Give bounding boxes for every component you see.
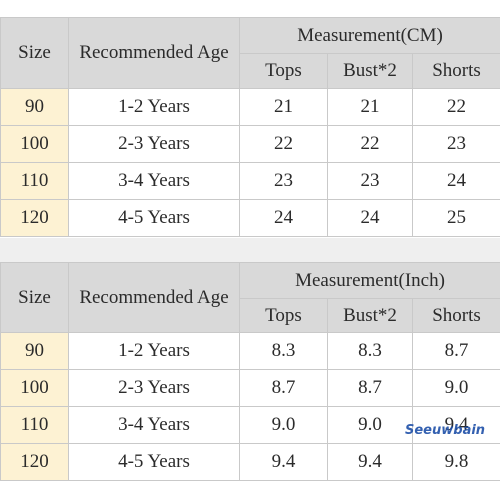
tops-cell: 21 [239, 88, 328, 126]
table-row: 90 1-2 Years 21 21 22 [0, 88, 500, 126]
table-row: 120 4-5 Years 9.4 9.4 9.8 [0, 443, 500, 481]
table-separator [0, 238, 500, 262]
age-cell: 1-2 Years [68, 332, 240, 370]
age-cell: 3-4 Years [68, 162, 240, 200]
header-size: Size [0, 262, 69, 333]
header-tops: Tops [239, 298, 328, 333]
bust-cell: 9.0 [327, 406, 413, 444]
shorts-cell: 9.8 [411, 443, 500, 481]
tops-cell: 9.4 [239, 443, 328, 481]
size-cell: 100 [0, 125, 69, 163]
table-row: 100 2-3 Years 8.7 8.7 9.0 [0, 369, 500, 407]
shorts-cell: 9.4 [411, 406, 500, 444]
tops-cell: 24 [239, 199, 328, 237]
shorts-cell: 24 [411, 162, 500, 200]
age-cell: 4-5 Years [68, 443, 240, 481]
age-cell: 2-3 Years [68, 369, 240, 407]
header-tops: Tops [239, 53, 328, 89]
shorts-cell: 25 [411, 199, 500, 237]
tops-cell: 22 [239, 125, 328, 163]
bust-cell: 9.4 [327, 443, 413, 481]
bust-cell: 24 [327, 199, 413, 237]
size-cell: 110 [0, 406, 69, 444]
table-row: 90 1-2 Years 8.3 8.3 8.7 [0, 332, 500, 370]
shorts-cell: 9.0 [411, 369, 500, 407]
bust-cell: 8.7 [327, 369, 413, 407]
size-cell: 100 [0, 369, 69, 407]
header-measurement: Measurement(Inch) [238, 262, 500, 299]
header-bust: Bust*2 [327, 53, 413, 89]
table-row: 100 2-3 Years 22 22 23 [0, 125, 500, 163]
size-table-inch: Size Recommended Age Measurement(Inch) T… [0, 262, 500, 481]
shorts-cell: 8.7 [411, 332, 500, 370]
age-cell: 1-2 Years [68, 88, 240, 126]
size-cell: 120 [0, 443, 69, 481]
age-cell: 3-4 Years [68, 406, 240, 444]
header-measurement: Measurement(CM) [238, 17, 500, 54]
size-cell: 110 [0, 162, 69, 200]
table-row: 110 3-4 Years 9.0 9.0 9.4 [0, 406, 500, 444]
tops-cell: 23 [239, 162, 328, 200]
header-recommended-age: Recommended Age [68, 17, 240, 89]
shorts-cell: 22 [411, 88, 500, 126]
header-shorts: Shorts [411, 53, 500, 89]
header-recommended-age: Recommended Age [68, 262, 240, 333]
bust-cell: 23 [327, 162, 413, 200]
size-table-cm: Size Recommended Age Measurement(CM) Top… [0, 17, 500, 237]
bust-cell: 8.3 [327, 332, 413, 370]
tops-cell: 8.3 [239, 332, 328, 370]
size-cell: 120 [0, 199, 69, 237]
tops-cell: 9.0 [239, 406, 328, 444]
bust-cell: 21 [327, 88, 413, 126]
table-row: 120 4-5 Years 24 24 25 [0, 199, 500, 237]
size-cell: 90 [0, 88, 69, 126]
size-cell: 90 [0, 332, 69, 370]
bust-cell: 22 [327, 125, 413, 163]
header-size: Size [0, 17, 69, 89]
header-bust: Bust*2 [327, 298, 413, 333]
header-shorts: Shorts [411, 298, 500, 333]
age-cell: 2-3 Years [68, 125, 240, 163]
table-row: 110 3-4 Years 23 23 24 [0, 162, 500, 200]
age-cell: 4-5 Years [68, 199, 240, 237]
store-watermark: Seeuwbain [405, 423, 486, 438]
tops-cell: 8.7 [239, 369, 328, 407]
shorts-cell: 23 [411, 125, 500, 163]
